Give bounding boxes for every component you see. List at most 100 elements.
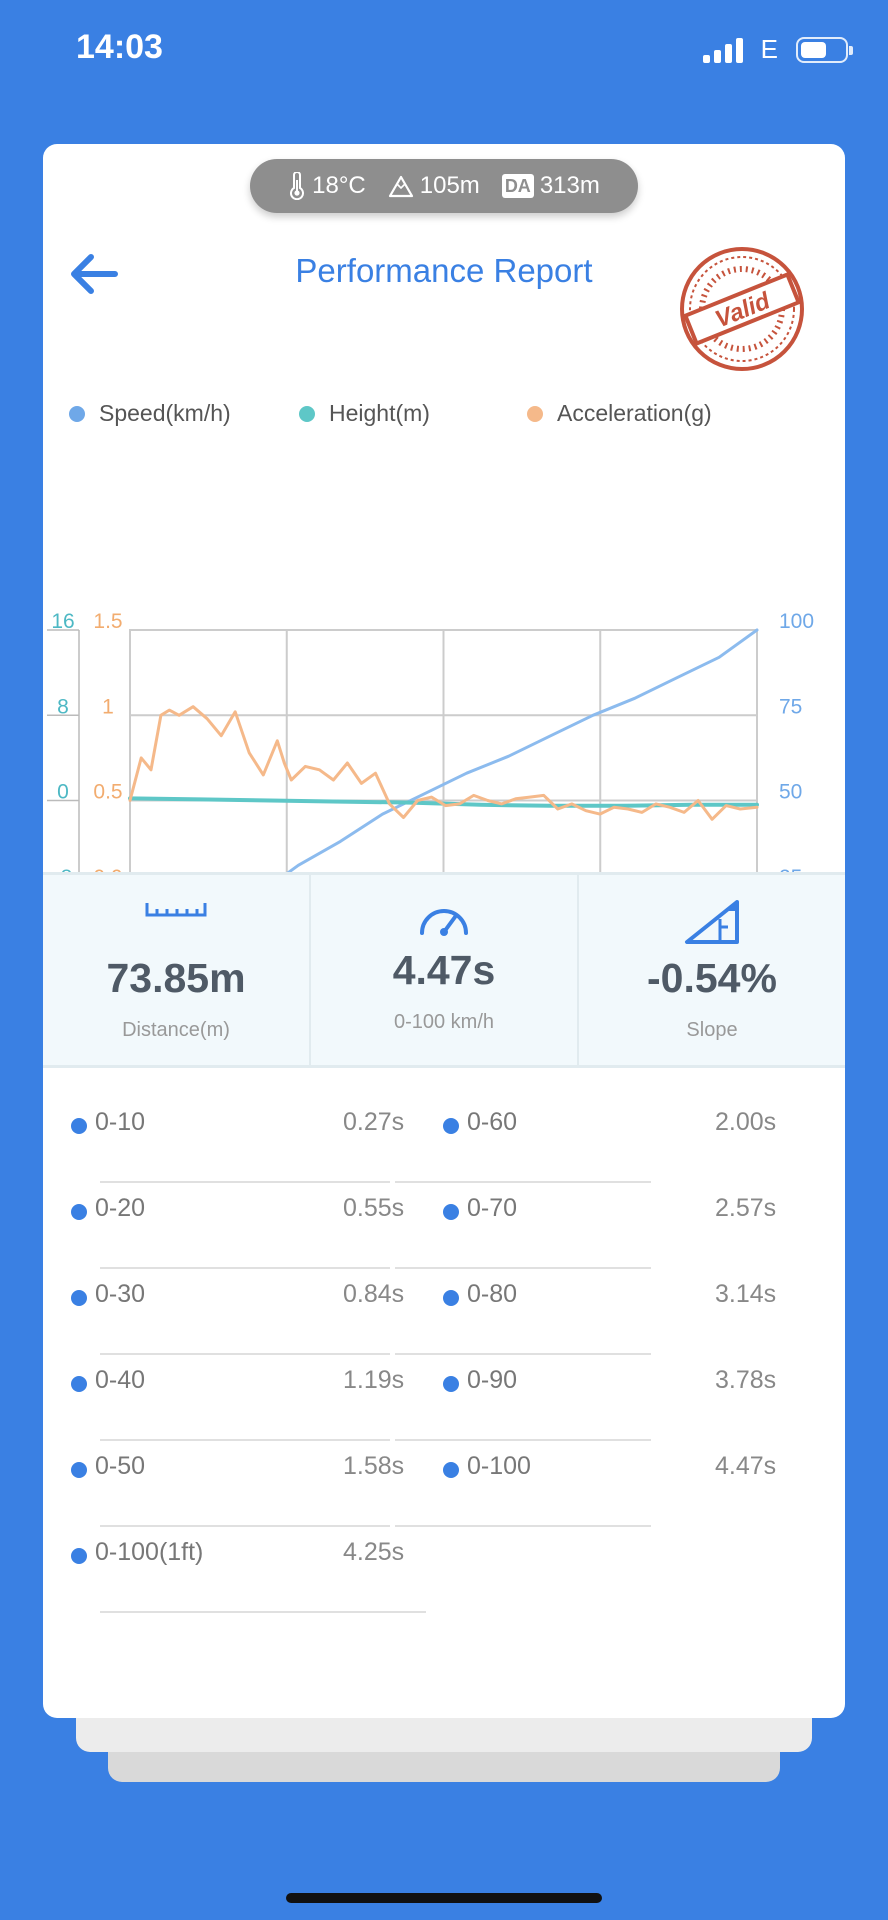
- split-dot: [71, 1376, 87, 1392]
- slope-icon: [685, 900, 739, 944]
- split-row: 0-10 0.27s: [43, 1094, 405, 1183]
- split-dot: [71, 1118, 87, 1134]
- split-row: 0-50 1.58s: [43, 1438, 405, 1527]
- stat-distance: 73.85m Distance(m): [43, 875, 311, 1065]
- split-name: 0-90: [467, 1366, 518, 1394]
- height-tick-label: 0: [57, 781, 69, 804]
- legend-label: Acceleration(g): [557, 400, 712, 426]
- split-divider: [100, 1611, 426, 1613]
- back-arrow-icon[interactable]: [63, 244, 123, 304]
- split-dot: [443, 1462, 459, 1478]
- legend-dot: [69, 405, 85, 422]
- split-divider: [395, 1525, 651, 1527]
- split-dot: [443, 1118, 459, 1134]
- split-row: 0-100(1ft) 4.25s: [43, 1524, 426, 1613]
- split-name: 0-100(1ft): [95, 1538, 204, 1566]
- split-time: 3.78s: [715, 1366, 777, 1394]
- height-tick-label: 16: [51, 610, 74, 633]
- split-divider: [100, 1267, 390, 1269]
- split-time: 0.84s: [343, 1280, 405, 1308]
- split-dot: [443, 1204, 459, 1220]
- split-dot: [71, 1462, 87, 1478]
- split-dot: [71, 1548, 87, 1564]
- split-name: 0-30: [95, 1280, 146, 1308]
- stat-acceleration-time: 4.47s 0-100 km/h: [311, 875, 579, 1065]
- legend-item-speed: Speed(km/h): [69, 400, 231, 427]
- mountain-icon: [388, 175, 413, 198]
- speed-tick-label: 100: [779, 610, 814, 633]
- legend-dot: [299, 405, 315, 422]
- split-time: 4.47s: [715, 1452, 777, 1480]
- stat-label: Slope: [686, 1019, 738, 1041]
- status-icons: E: [702, 34, 853, 65]
- battery-icon: [796, 36, 853, 63]
- split-name: 0-100: [467, 1452, 531, 1480]
- stats-panel: 73.85m Distance(m) 4.47s 0-100 km/h: [43, 872, 845, 1068]
- acceleration-tick-label: 0.5: [93, 781, 122, 804]
- split-dot: [443, 1290, 459, 1306]
- split-row: 0-100 4.47s: [395, 1438, 777, 1527]
- acceleration-tick-label: 1: [102, 695, 114, 718]
- home-indicator[interactable]: [286, 1893, 602, 1903]
- split-time: 2.00s: [715, 1108, 777, 1136]
- split-divider: [100, 1525, 390, 1527]
- split-name: 0-10: [95, 1108, 146, 1136]
- stat-slope: -0.54% Slope: [579, 875, 845, 1065]
- series-line-2: [128, 705, 759, 821]
- network-type: E: [760, 34, 778, 64]
- legend-label: Speed(km/h): [99, 400, 231, 426]
- ruler-icon: [145, 903, 207, 917]
- split-divider: [395, 1267, 651, 1269]
- speedometer-icon: [420, 909, 468, 936]
- acceleration-tick-label: 1.5: [93, 610, 122, 633]
- split-row: 0-60 2.00s: [395, 1094, 777, 1183]
- valid-stamp-icon: Valid: [680, 247, 804, 371]
- thermometer-icon: [290, 172, 305, 200]
- split-row: 0-30 0.84s: [43, 1266, 405, 1355]
- legend-item-height: Height(m): [299, 400, 430, 427]
- split-name: 0-70: [467, 1194, 518, 1222]
- stat-value: 4.47s: [392, 947, 496, 993]
- altitude-value: 105m: [419, 172, 480, 199]
- split-dot: [71, 1204, 87, 1220]
- speed-tick-label: 75: [779, 695, 802, 718]
- split-divider: [100, 1439, 390, 1441]
- stat-label: 0-100 km/h: [393, 1011, 495, 1033]
- split-time: 1.19s: [343, 1366, 405, 1394]
- split-divider: [100, 1353, 390, 1355]
- split-divider: [395, 1439, 651, 1441]
- stat-label: Distance(m): [122, 1019, 230, 1041]
- split-name: 0-80: [467, 1280, 518, 1308]
- temperature-value: 18°C: [312, 172, 366, 199]
- stat-value: 73.85m: [106, 955, 246, 1001]
- split-name: 0-40: [95, 1366, 146, 1394]
- split-time: 4.25s: [343, 1538, 405, 1566]
- page-title: Performance Report: [295, 252, 593, 289]
- split-time: 2.57s: [715, 1194, 777, 1222]
- legend-label: Height(m): [329, 400, 430, 426]
- split-row: 0-90 3.78s: [395, 1352, 777, 1441]
- density-altitude-value: 313m: [539, 172, 600, 199]
- split-time: 0.55s: [343, 1194, 405, 1222]
- legend-dot: [527, 405, 543, 422]
- split-dot: [71, 1290, 87, 1306]
- stat-value: -0.54%: [647, 955, 777, 1001]
- speed-tick-label: 50: [779, 781, 802, 804]
- report-card: 18°C 105m DA 313m Performance Report Val…: [43, 144, 845, 1718]
- split-divider: [395, 1353, 651, 1355]
- split-time: 0.27s: [343, 1108, 405, 1136]
- split-dot: [443, 1376, 459, 1392]
- chart-legend: Speed(km/h) Height(m) Acceleration(g): [43, 400, 845, 440]
- density-altitude-icon: DA: [501, 174, 534, 198]
- split-divider: [100, 1181, 390, 1183]
- status-time: 14:03: [76, 28, 163, 66]
- legend-item-acceleration: Acceleration(g): [527, 400, 712, 427]
- split-name: 0-50: [95, 1452, 146, 1480]
- split-row: 0-40 1.19s: [43, 1352, 405, 1441]
- split-row: 0-70 2.57s: [395, 1180, 777, 1269]
- split-divider: [395, 1181, 651, 1183]
- split-time: 1.58s: [343, 1452, 405, 1480]
- split-name: 0-20: [95, 1194, 146, 1222]
- split-name: 0-60: [467, 1108, 518, 1136]
- conditions-pill: 18°C 105m DA 313m: [250, 159, 638, 213]
